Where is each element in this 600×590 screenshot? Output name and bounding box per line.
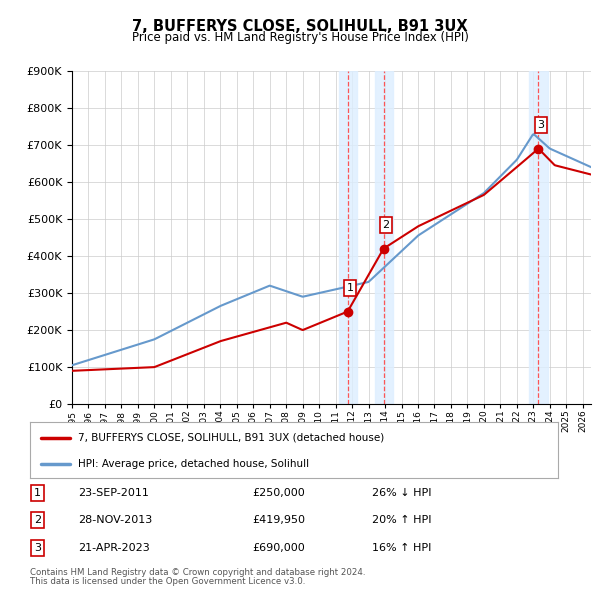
Text: HPI: Average price, detached house, Solihull: HPI: Average price, detached house, Soli… [77, 459, 308, 469]
Bar [338, 71, 357, 404]
Text: 7, BUFFERYS CLOSE, SOLIHULL, B91 3UX (detached house): 7, BUFFERYS CLOSE, SOLIHULL, B91 3UX (de… [77, 432, 384, 442]
Text: 26% ↓ HPI: 26% ↓ HPI [372, 488, 431, 497]
Text: 3: 3 [34, 543, 41, 553]
Text: 16% ↑ HPI: 16% ↑ HPI [372, 543, 431, 553]
Text: 7, BUFFERYS CLOSE, SOLIHULL, B91 3UX: 7, BUFFERYS CLOSE, SOLIHULL, B91 3UX [132, 19, 468, 34]
Text: Price paid vs. HM Land Registry's House Price Index (HPI): Price paid vs. HM Land Registry's House … [131, 31, 469, 44]
Text: 1: 1 [34, 488, 41, 497]
Text: 28-NOV-2013: 28-NOV-2013 [78, 516, 152, 525]
Text: Contains HM Land Registry data © Crown copyright and database right 2024.: Contains HM Land Registry data © Crown c… [30, 568, 365, 577]
Text: £690,000: £690,000 [252, 543, 305, 553]
Text: £250,000: £250,000 [252, 488, 305, 497]
Text: 3: 3 [538, 120, 544, 130]
Text: 21-APR-2023: 21-APR-2023 [78, 543, 150, 553]
Text: 2: 2 [34, 516, 41, 525]
Text: 2: 2 [382, 220, 389, 230]
Bar [529, 71, 548, 404]
Text: 1: 1 [347, 283, 353, 293]
Bar [374, 71, 392, 404]
Text: 23-SEP-2011: 23-SEP-2011 [78, 488, 149, 497]
Text: 20% ↑ HPI: 20% ↑ HPI [372, 516, 431, 525]
Text: £419,950: £419,950 [252, 516, 305, 525]
Text: This data is licensed under the Open Government Licence v3.0.: This data is licensed under the Open Gov… [30, 577, 305, 586]
